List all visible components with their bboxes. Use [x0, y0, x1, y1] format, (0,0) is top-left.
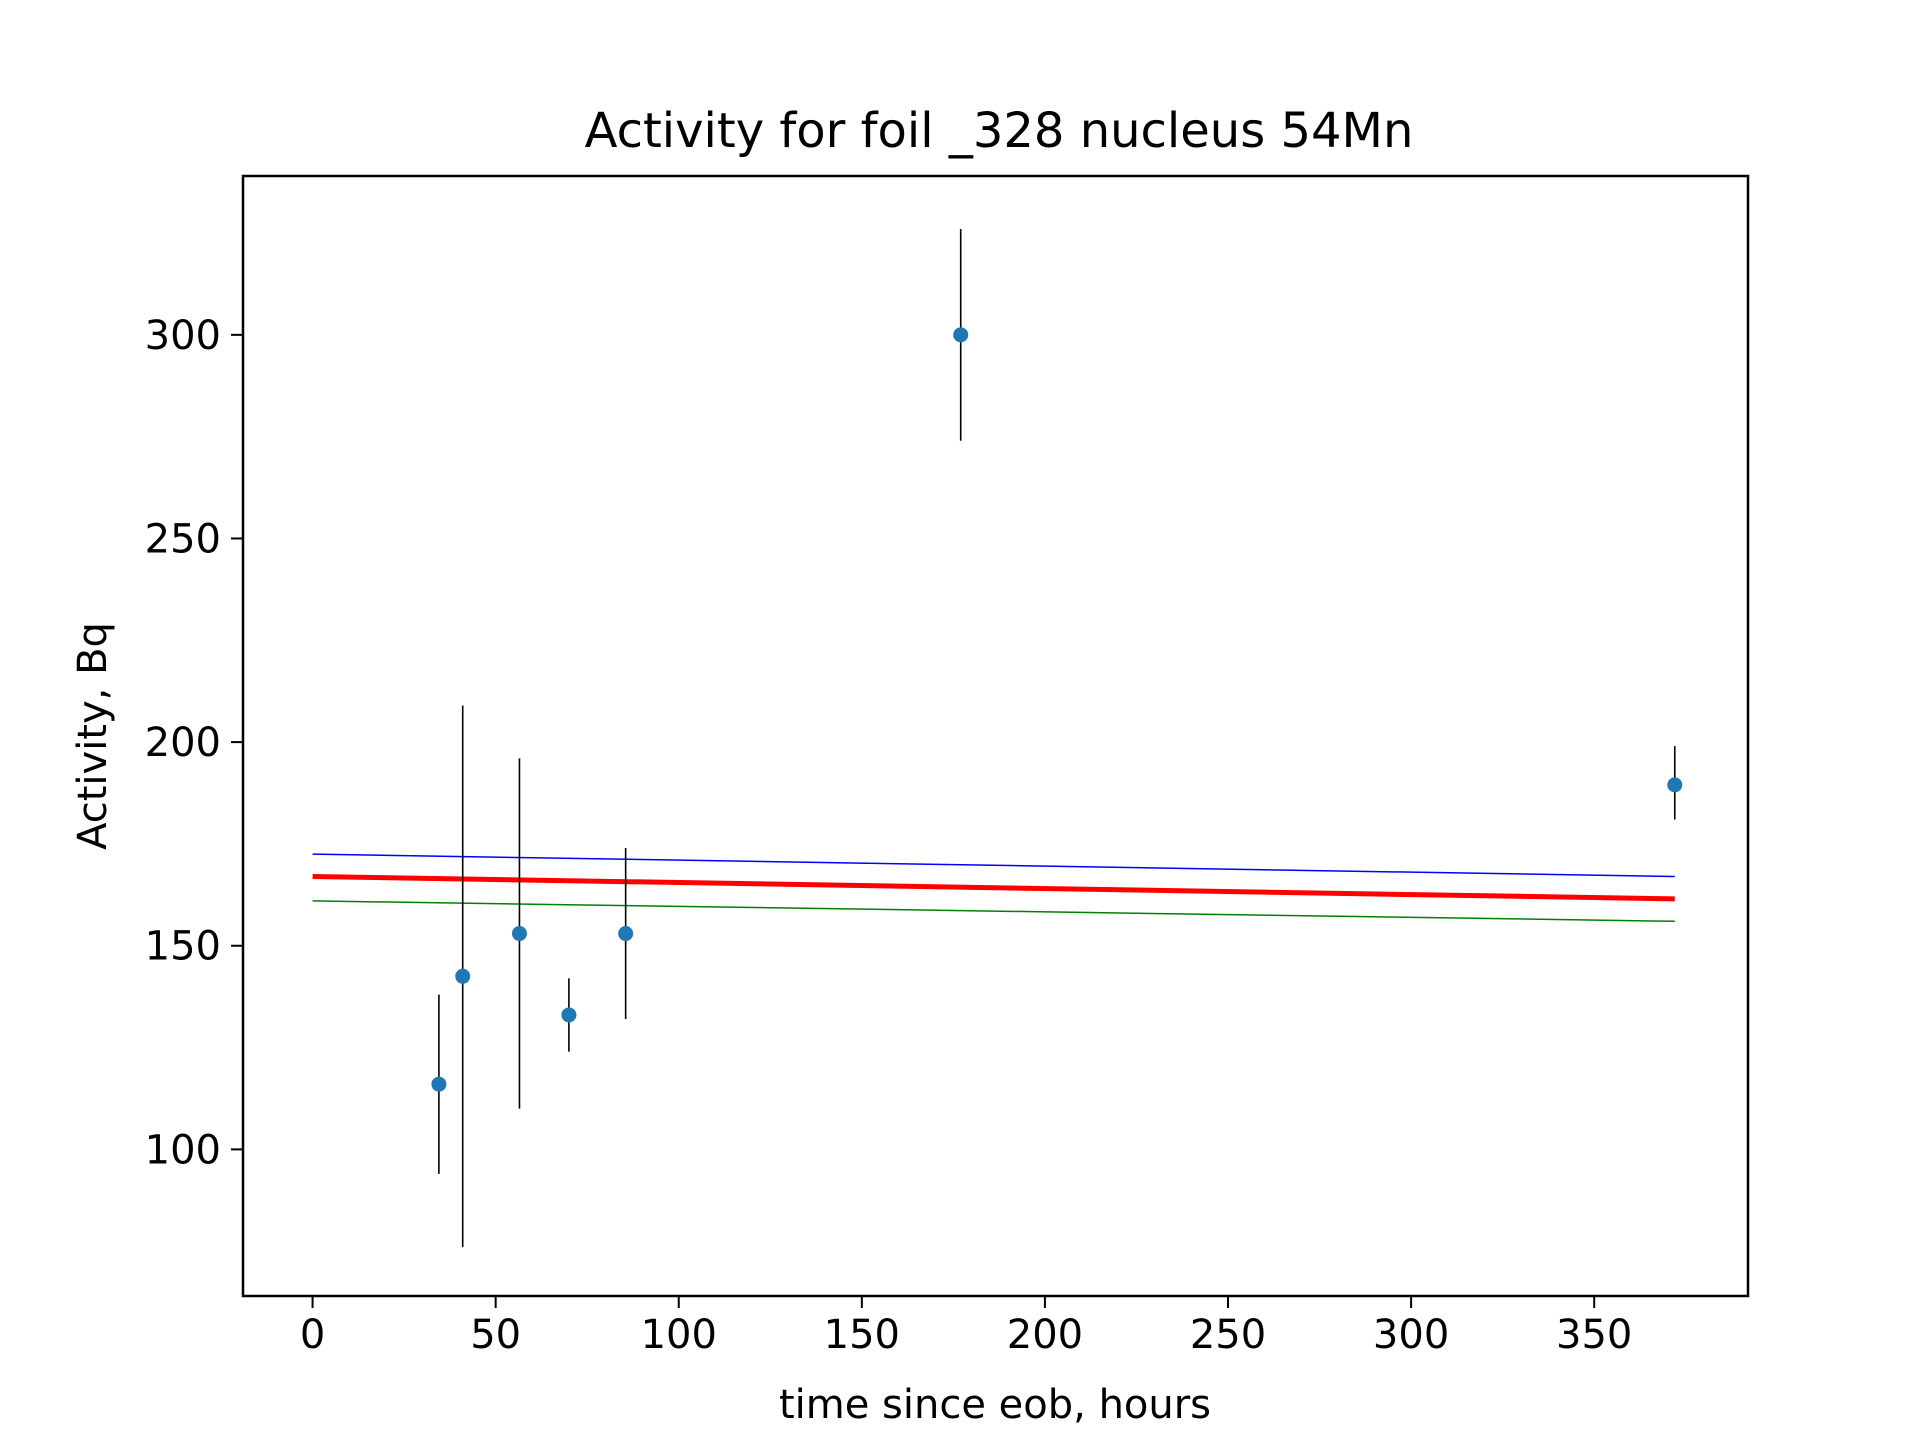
data-point [431, 1076, 447, 1092]
x-tick-label: 200 [1007, 1312, 1083, 1358]
y-tick-label: 200 [145, 720, 221, 766]
data-point [511, 926, 527, 942]
lower-line [312, 900, 1675, 923]
data-point [455, 968, 471, 984]
x-tick-label: 300 [1373, 1312, 1449, 1358]
y-tick-label: 300 [145, 313, 221, 359]
x-axis: 0 50 100 150 200 250 300 350 [300, 1296, 1632, 1358]
x-axis-label: time since eob, hours [779, 1382, 1211, 1428]
y-tick-label: 250 [145, 516, 221, 562]
y-axis: 100 150 200 250 300 [145, 313, 243, 1173]
y-tick-label: 100 [145, 1127, 221, 1173]
chart-title: Activity for foil _328 nucleus 54Mn [585, 103, 1414, 159]
upper-line [312, 853, 1675, 878]
plot-area [312, 228, 1683, 1248]
x-tick-label: 100 [641, 1312, 717, 1358]
y-axis-label: Activity, Bq [70, 622, 116, 850]
fit-line [312, 874, 1675, 902]
x-tick-label: 0 [300, 1312, 325, 1358]
y-tick-label: 150 [145, 924, 221, 970]
x-tick-label: 350 [1556, 1312, 1632, 1358]
data-point [1667, 777, 1683, 793]
x-tick-label: 150 [824, 1312, 900, 1358]
x-tick-label: 50 [470, 1312, 521, 1358]
data-point [953, 327, 969, 343]
x-tick-label: 250 [1190, 1312, 1266, 1358]
data-point [618, 926, 634, 942]
data-point [561, 1007, 577, 1023]
plot-frame [241, 174, 1750, 1298]
